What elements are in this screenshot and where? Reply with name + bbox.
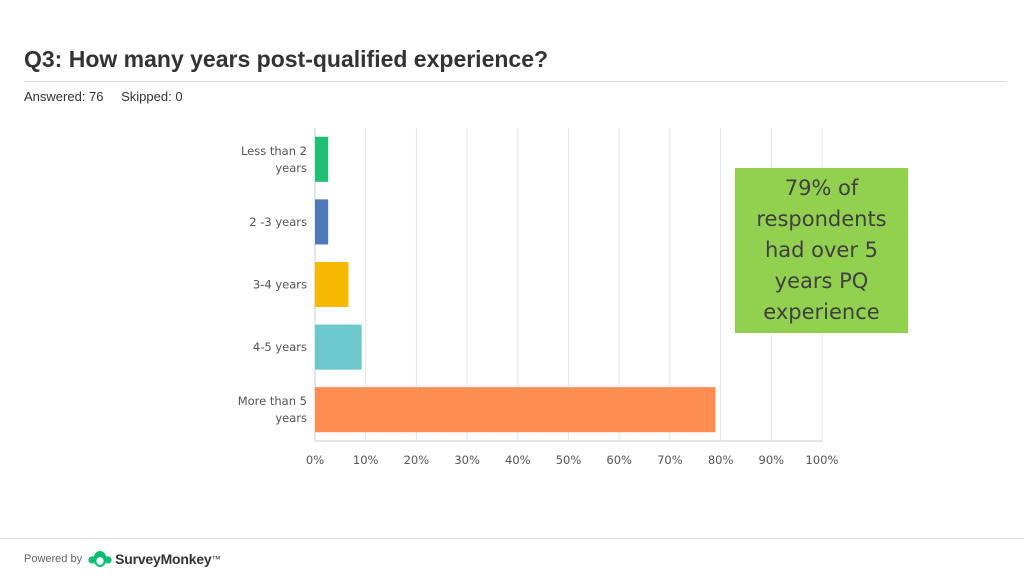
category-label-line: 4-5 years bbox=[253, 340, 307, 354]
callout-box: 79% of respondents had over 5 years PQ e… bbox=[735, 168, 908, 333]
x-tick-label: 40% bbox=[505, 453, 531, 467]
powered-by-label: Powered by bbox=[24, 553, 83, 565]
question-title: Q3: How many years post-qualified experi… bbox=[24, 46, 549, 72]
response-stats: Answered: 76 Skipped: 0 bbox=[24, 89, 197, 104]
x-tick-label: 70% bbox=[657, 453, 683, 467]
x-tick-label: 90% bbox=[759, 453, 785, 467]
bar bbox=[315, 387, 716, 433]
brand-name: SurveyMonkey bbox=[115, 551, 212, 567]
category-label-line: years bbox=[275, 411, 307, 425]
category-label-line: 2 -3 years bbox=[249, 215, 307, 229]
answered-count: Answered: 76 bbox=[24, 89, 104, 104]
category-label-line: 3-4 years bbox=[253, 278, 307, 292]
bar bbox=[315, 261, 349, 308]
x-tick-label: 0% bbox=[306, 453, 324, 467]
title-divider bbox=[24, 81, 1006, 82]
category-label-line: More than 5 bbox=[238, 394, 307, 408]
brand-trademark: ™ bbox=[211, 554, 221, 564]
category-label: 3-4 years bbox=[253, 278, 307, 292]
x-tick-label: 10% bbox=[353, 453, 379, 467]
footer-divider bbox=[0, 538, 1024, 539]
footer: Powered by SurveyMonkey ™ bbox=[24, 548, 221, 570]
x-tick-label: 50% bbox=[556, 453, 582, 467]
category-label-line: Less than 2 bbox=[241, 144, 307, 158]
x-tick-label: 20% bbox=[404, 453, 430, 467]
bar bbox=[315, 324, 362, 370]
category-label-line: years bbox=[275, 161, 307, 175]
x-tick-label: 60% bbox=[606, 453, 632, 467]
x-tick-label: 80% bbox=[708, 453, 734, 467]
surveymonkey-logo-icon bbox=[88, 551, 112, 567]
category-label: 4-5 years bbox=[253, 340, 307, 354]
category-label: 2 -3 years bbox=[249, 215, 307, 229]
category-label: More than 5 years bbox=[238, 394, 307, 425]
bar bbox=[315, 199, 329, 245]
bar bbox=[315, 136, 329, 182]
callout-text: 79% of respondents had over 5 years PQ e… bbox=[756, 176, 887, 324]
x-tick-label: 30% bbox=[454, 453, 480, 467]
category-label: Less than 2 years bbox=[241, 144, 307, 175]
skipped-count: Skipped: 0 bbox=[121, 89, 183, 104]
x-tick-label: 100% bbox=[806, 453, 839, 467]
